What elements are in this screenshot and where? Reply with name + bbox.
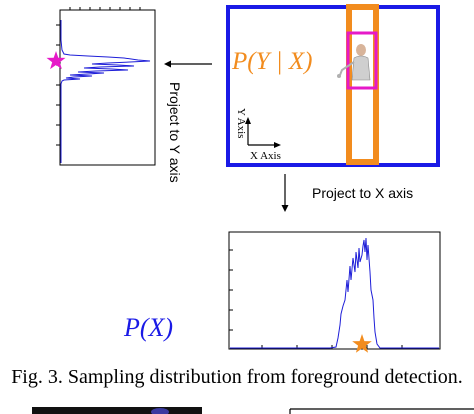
arrow-icon-left — [164, 60, 212, 68]
y-projection-top-ticks — [69, 7, 141, 10]
star-icon — [352, 334, 372, 353]
p-x-label: P(X) — [123, 313, 173, 342]
orange-column — [346, 4, 379, 165]
axes-icon — [245, 117, 281, 148]
arrow-icon-down — [281, 174, 289, 212]
x-projection-curve — [230, 237, 439, 349]
x-axis-label: X Axis — [250, 150, 281, 162]
x-projection-frame — [228, 231, 441, 350]
star-icon — [46, 51, 66, 70]
y-projection-frame — [59, 9, 156, 166]
project-y-label: Project to Y axis — [167, 82, 183, 183]
person-icon — [337, 44, 371, 81]
bottom-cropped-strip — [32, 407, 474, 414]
p-y-given-x-label: P(Y | X) — [231, 48, 312, 75]
y-projection-curve — [60, 20, 151, 163]
project-x-label: Project to X axis — [312, 185, 413, 201]
x-projection-left-ticks — [229, 249, 233, 331]
y-projection-left-ticks — [56, 24, 60, 146]
scene-border — [226, 5, 440, 167]
x-projection-plot — [228, 231, 441, 353]
scene-frame: Y Axis X Axis — [226, 4, 440, 167]
magenta-window — [346, 31, 378, 90]
figure-caption: Fig. 3. Sampling distribution from foreg… — [11, 366, 463, 388]
y-axis-label: Y Axis — [235, 108, 247, 138]
y-projection-plot — [46, 7, 156, 166]
